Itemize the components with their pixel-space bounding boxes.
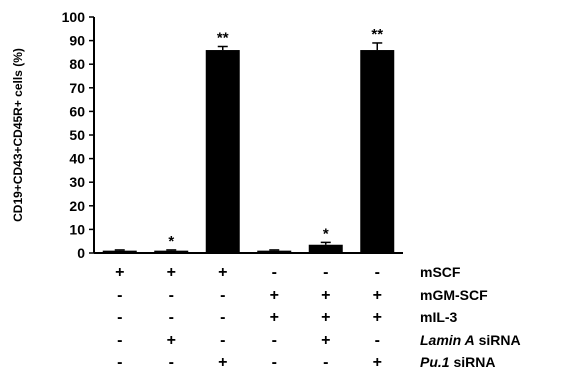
condition-mark: +: [321, 332, 330, 349]
condition-mark: +: [270, 287, 279, 304]
condition-mark: -: [117, 354, 122, 371]
condition-mark: +: [115, 264, 124, 281]
condition-mark: -: [323, 354, 328, 371]
condition-label-text: mGM-SCF: [420, 287, 488, 303]
condition-table: + + + - - - mSCF - - - + + + mGM-SCF - - - + + + mIL-3 - + - - + -…: [115, 264, 521, 371]
bar: [257, 250, 292, 253]
y-tick-label: 0: [77, 245, 85, 261]
bar: [102, 250, 137, 253]
condition-mark: -: [117, 332, 122, 349]
condition-label-text: siRNA: [450, 354, 496, 370]
condition-mark: -: [272, 354, 277, 371]
condition-mark: +: [321, 309, 330, 326]
y-tick-label: 20: [69, 198, 85, 214]
y-tick-label: 60: [69, 103, 85, 119]
condition-mark: +: [218, 264, 227, 281]
condition-label: mIL-3: [420, 309, 458, 325]
condition-mark: -: [169, 287, 174, 304]
condition-label: mGM-SCF: [420, 287, 488, 303]
y-tick-label: 30: [69, 174, 85, 190]
condition-mark: +: [167, 264, 176, 281]
significance-marker: *: [168, 233, 174, 250]
condition-mark: -: [272, 264, 277, 281]
condition-mark: +: [373, 287, 382, 304]
condition-mark: -: [117, 309, 122, 326]
condition-mark: +: [373, 309, 382, 326]
condition-mark: -: [272, 332, 277, 349]
bar: [360, 50, 395, 253]
condition-mark: +: [167, 332, 176, 349]
condition-mark: -: [220, 309, 225, 326]
y-tick-label: 100: [62, 9, 86, 25]
y-tick-label: 50: [69, 127, 85, 143]
condition-mark: -: [323, 264, 328, 281]
condition-mark: +: [373, 354, 382, 371]
condition-mark: -: [169, 354, 174, 371]
condition-label-italic: Pu.1: [420, 354, 450, 370]
condition-label: mSCF: [420, 264, 461, 280]
y-axis-label: CD19+CD43+CD45R+ cells (%): [11, 48, 25, 222]
condition-mark: -: [220, 332, 225, 349]
significance-marker: **: [371, 26, 383, 43]
bar: [154, 250, 189, 253]
significance-marker: *: [323, 225, 329, 242]
bar: [205, 50, 240, 253]
condition-mark: +: [218, 354, 227, 371]
y-tick-label: 10: [69, 221, 85, 237]
condition-mark: -: [375, 332, 380, 349]
condition-label: Lamin A siRNA: [420, 332, 521, 348]
bar: [308, 244, 343, 253]
condition-mark: +: [321, 287, 330, 304]
condition-mark: -: [375, 264, 380, 281]
condition-label-text: mIL-3: [420, 309, 458, 325]
condition-label-text: mSCF: [420, 264, 461, 280]
condition-mark: -: [117, 287, 122, 304]
condition-mark: -: [220, 287, 225, 304]
condition-mark: -: [169, 309, 174, 326]
condition-label-italic: Lamin A: [420, 332, 475, 348]
significance-marker: **: [217, 30, 229, 47]
condition-label: Pu.1 siRNA: [420, 354, 495, 370]
y-tick-label: 70: [69, 80, 85, 96]
y-tick-label: 90: [69, 33, 85, 49]
condition-mark: +: [270, 309, 279, 326]
y-tick-label: 80: [69, 56, 85, 72]
condition-label-text: siRNA: [475, 332, 521, 348]
y-tick-label: 40: [69, 151, 85, 167]
